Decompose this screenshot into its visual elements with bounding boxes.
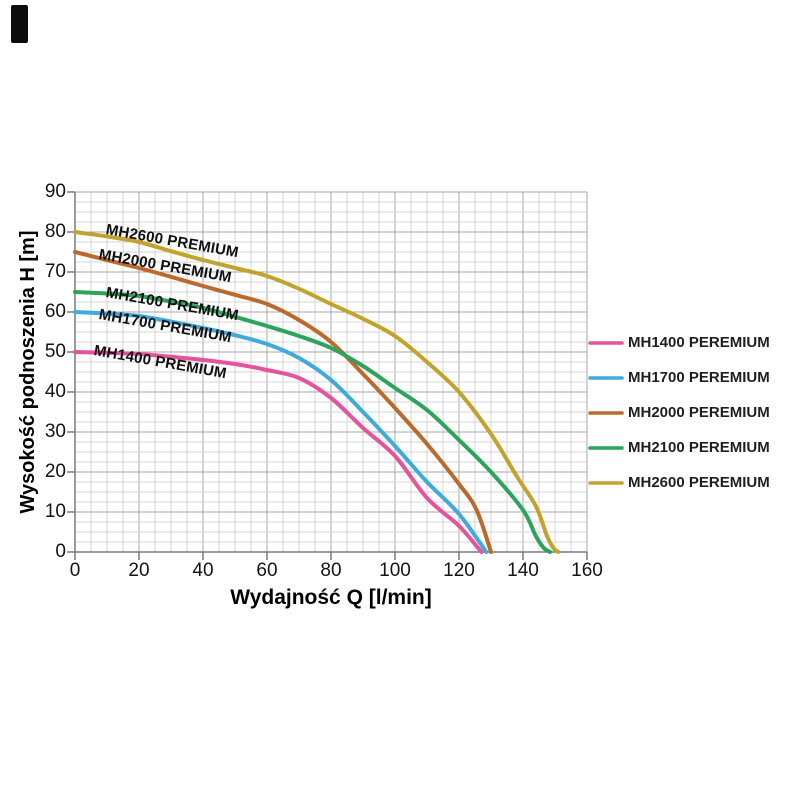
x-tick-label: 100 — [379, 560, 411, 581]
legend-label-mh2600: MH2600 PEREMIUM — [628, 474, 770, 491]
curve-mh2100 — [73, 290, 553, 554]
y-tick-label: 10 — [44, 501, 66, 522]
y-tick-label: 70 — [44, 261, 66, 282]
legend-label-mh1700: MH1700 PEREMIUM — [628, 369, 770, 386]
x-tick-label: 160 — [571, 560, 603, 581]
y-tick-label: 30 — [44, 421, 66, 442]
y-axis-title: Wysokość podnoszenia H [m] — [17, 230, 39, 514]
y-tick-label: 40 — [44, 381, 66, 402]
x-tick-label: 120 — [443, 560, 475, 581]
curve-mh2600 — [73, 230, 561, 554]
x-tick-label: 40 — [192, 560, 214, 581]
y-tick-label: 90 — [44, 181, 66, 202]
legend-label-mh1400: MH1400 PEREMIUM — [628, 334, 770, 351]
x-axis-title: Wydajność Q [l/min] — [230, 586, 432, 609]
legend-label-mh2000: MH2000 PEREMIUM — [628, 404, 770, 421]
curve-mh2000 — [73, 250, 493, 554]
curve-mh1400 — [73, 350, 484, 554]
legend-label-mh2100: MH2100 PEREMIUM — [628, 439, 770, 456]
y-tick-label: 50 — [44, 341, 66, 362]
x-tick-label: 20 — [128, 560, 150, 581]
curve-mh1700 — [73, 310, 489, 554]
x-tick-label: 60 — [256, 560, 278, 581]
x-tick-label: 0 — [69, 560, 81, 581]
x-tick-label: 140 — [507, 560, 539, 581]
y-tick-label: 20 — [44, 461, 66, 482]
corner-mark — [11, 5, 28, 43]
y-tick-label: 60 — [44, 301, 66, 322]
y-tick-label: 0 — [55, 541, 66, 562]
y-tick-label: 80 — [44, 221, 66, 242]
x-tick-label: 80 — [320, 560, 342, 581]
